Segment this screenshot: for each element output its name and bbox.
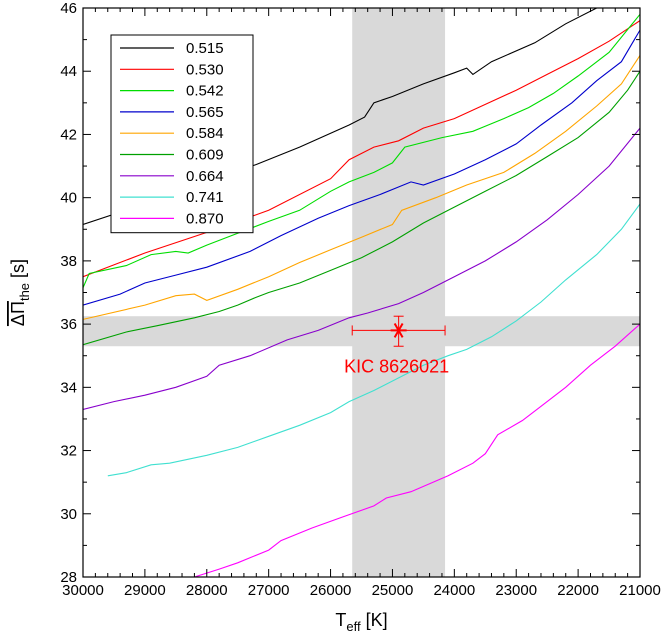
series-line-8 bbox=[194, 323, 640, 577]
x-tick-label: 24000 bbox=[433, 582, 475, 599]
y-axis-title-sub: the bbox=[17, 283, 32, 301]
y-tick-label: 36 bbox=[60, 316, 77, 333]
legend-label: 0.741 bbox=[186, 189, 224, 206]
legend-label: 0.664 bbox=[186, 168, 224, 185]
teff-uncertainty-band bbox=[352, 8, 446, 577]
y-tick-label: 46 bbox=[60, 0, 77, 17]
y-axis-title-main: ΔΠ bbox=[8, 301, 28, 326]
shaded-bands bbox=[83, 8, 640, 577]
series-lines bbox=[83, 8, 640, 577]
x-tick-label: 21000 bbox=[619, 582, 661, 599]
series-line-6 bbox=[83, 127, 640, 411]
star-marker bbox=[390, 323, 407, 338]
series-line-4 bbox=[83, 55, 640, 320]
x-tick-label: 22000 bbox=[557, 582, 599, 599]
x-tick-label: 28000 bbox=[186, 582, 228, 599]
x-axis-title-unit: [K] bbox=[361, 610, 388, 630]
annotation-label: KIC 8626021 bbox=[344, 356, 449, 376]
y-tick-label: 30 bbox=[60, 506, 77, 523]
axis-ticks: 30000 29000 28000 27000 26000 25000 24000 23000… bbox=[60, 0, 661, 599]
legend-label: 0.609 bbox=[186, 147, 224, 164]
y-axis-title: ΔΠthe [s] bbox=[8, 259, 32, 326]
x-tick-label: 23000 bbox=[495, 582, 537, 599]
x-tick-label: 25000 bbox=[372, 582, 414, 599]
y-tick-label: 44 bbox=[60, 63, 77, 80]
x-axis-title-main: T bbox=[335, 610, 346, 630]
legend-label: 0.565 bbox=[186, 104, 224, 121]
y-axis-title-unit: [s] bbox=[8, 259, 28, 283]
legend-box bbox=[110, 34, 254, 234]
x-tick-label: 30000 bbox=[62, 582, 104, 599]
legend-label: 0.530 bbox=[186, 61, 224, 78]
y-tick-label: 28 bbox=[60, 569, 77, 586]
y-tick-label: 34 bbox=[60, 379, 77, 396]
period-uncertainty-band bbox=[83, 316, 640, 347]
legend: 0.515 0.530 0.542 0.565 0.584 0.609 0.664 0.741… bbox=[110, 34, 254, 234]
data-point-annotation: KIC 8626021 bbox=[344, 315, 449, 376]
legend-label: 0.515 bbox=[186, 40, 224, 57]
x-axis-title: Teff [K] bbox=[335, 610, 387, 634]
y-tick-label: 42 bbox=[60, 126, 77, 143]
y-tick-label: 38 bbox=[60, 253, 77, 270]
y-tick-label: 32 bbox=[60, 443, 77, 460]
x-tick-label: 29000 bbox=[124, 582, 166, 599]
series-line-2 bbox=[83, 13, 640, 289]
legend-label: 0.542 bbox=[186, 83, 224, 100]
x-tick-label: 27000 bbox=[248, 582, 290, 599]
x-tick-label: 26000 bbox=[310, 582, 352, 599]
series-line-5 bbox=[83, 70, 640, 346]
x-axis-title-sub: eff bbox=[346, 619, 361, 634]
series-line-3 bbox=[83, 29, 640, 306]
series-line-7 bbox=[107, 203, 640, 477]
legend-label: 0.870 bbox=[186, 210, 224, 227]
legend-label: 0.584 bbox=[186, 125, 224, 142]
y-tick-label: 40 bbox=[60, 190, 77, 207]
